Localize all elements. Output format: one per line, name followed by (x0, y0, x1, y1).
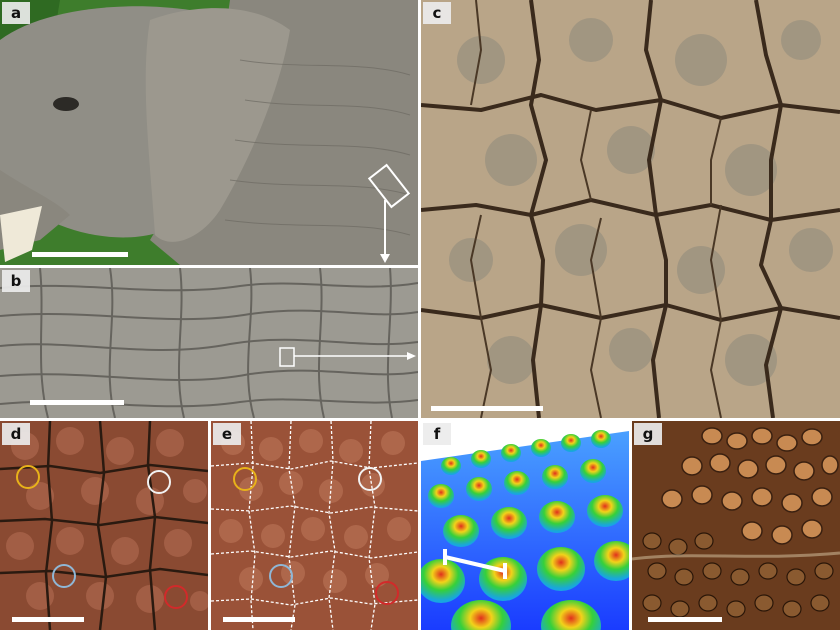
panel-label-a: a (2, 2, 30, 24)
scale-bar-d (12, 617, 84, 622)
panel-f: f (421, 421, 629, 630)
panel-label-f: f (423, 423, 451, 445)
circle-yellow-e (233, 467, 257, 491)
circle-blue-e (269, 564, 293, 588)
circle-white-d (147, 470, 171, 494)
circle-red-d (164, 585, 188, 609)
panel-label-e: e (213, 423, 241, 445)
panel-label-g: g (634, 423, 662, 445)
cracked-mud-photo (421, 0, 840, 418)
skin-closeup-photo (0, 268, 418, 418)
panel-label-b: b (2, 270, 30, 292)
height-map-render (421, 421, 629, 630)
panel-a: a (0, 0, 418, 265)
scale-bar-c (431, 406, 543, 411)
segmented-micrograph-photo (211, 421, 418, 630)
scale-bar-b (30, 400, 124, 405)
scale-bar-g (648, 617, 722, 622)
circle-blue-d (52, 564, 76, 588)
circle-yellow-d (16, 465, 40, 489)
skin-papillae-photo (632, 421, 840, 630)
zoom-box-a (367, 163, 411, 209)
zoom-box-b (279, 347, 295, 367)
panel-g: g (632, 421, 840, 630)
panel-d: d (0, 421, 208, 630)
scale-bar-e (223, 617, 295, 622)
panel-label-c: c (423, 2, 451, 24)
panel-e: e (211, 421, 418, 630)
elephant-photo (0, 0, 418, 265)
skin-micrograph-photo (0, 421, 208, 630)
circle-red-e (375, 581, 399, 605)
distance-marker (444, 555, 506, 573)
circle-white-e (358, 467, 382, 491)
panel-label-d: d (2, 423, 30, 445)
scale-bar-a (32, 252, 128, 257)
panel-c: c (421, 0, 840, 418)
panel-b: b (0, 268, 418, 418)
